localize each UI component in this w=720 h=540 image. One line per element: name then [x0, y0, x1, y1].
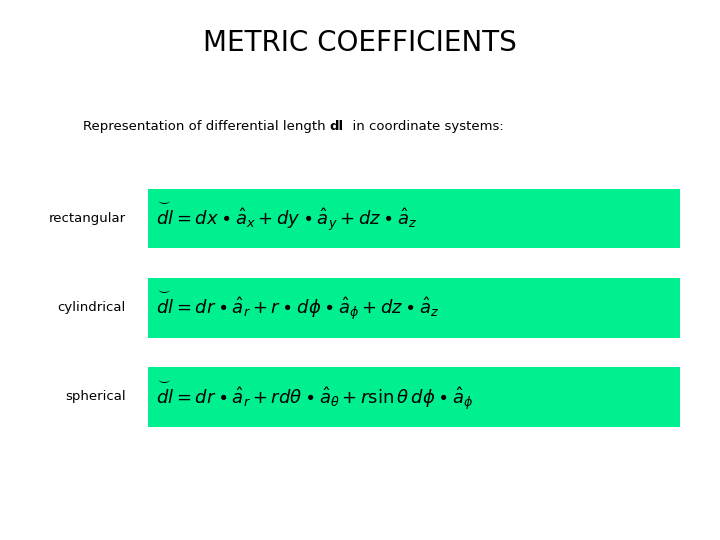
FancyBboxPatch shape [148, 367, 680, 427]
Text: dl: dl [330, 120, 344, 133]
FancyBboxPatch shape [148, 278, 680, 338]
Text: $\overset{\smile}{dl} = dr \bullet \hat{a}_r + rd\theta \bullet \hat{a}_\theta +: $\overset{\smile}{dl} = dr \bullet \hat{… [155, 379, 473, 411]
Text: $\overset{\smile}{dl} = dx \bullet \hat{a}_x + dy \bullet \hat{a}_y + dz \bullet: $\overset{\smile}{dl} = dx \bullet \hat{… [155, 201, 417, 233]
Text: in coordinate systems:: in coordinate systems: [344, 120, 503, 133]
FancyBboxPatch shape [148, 189, 680, 248]
Text: $\overset{\smile}{dl} = dr \bullet \hat{a}_r + r \bullet d\phi \bullet \hat{a}_\: $\overset{\smile}{dl} = dr \bullet \hat{… [155, 290, 439, 322]
Text: cylindrical: cylindrical [58, 301, 126, 314]
Text: rectangular: rectangular [49, 212, 126, 225]
Text: METRIC COEFFICIENTS: METRIC COEFFICIENTS [203, 29, 517, 57]
Text: Representation of differential length: Representation of differential length [83, 120, 330, 133]
Text: spherical: spherical [66, 390, 126, 403]
